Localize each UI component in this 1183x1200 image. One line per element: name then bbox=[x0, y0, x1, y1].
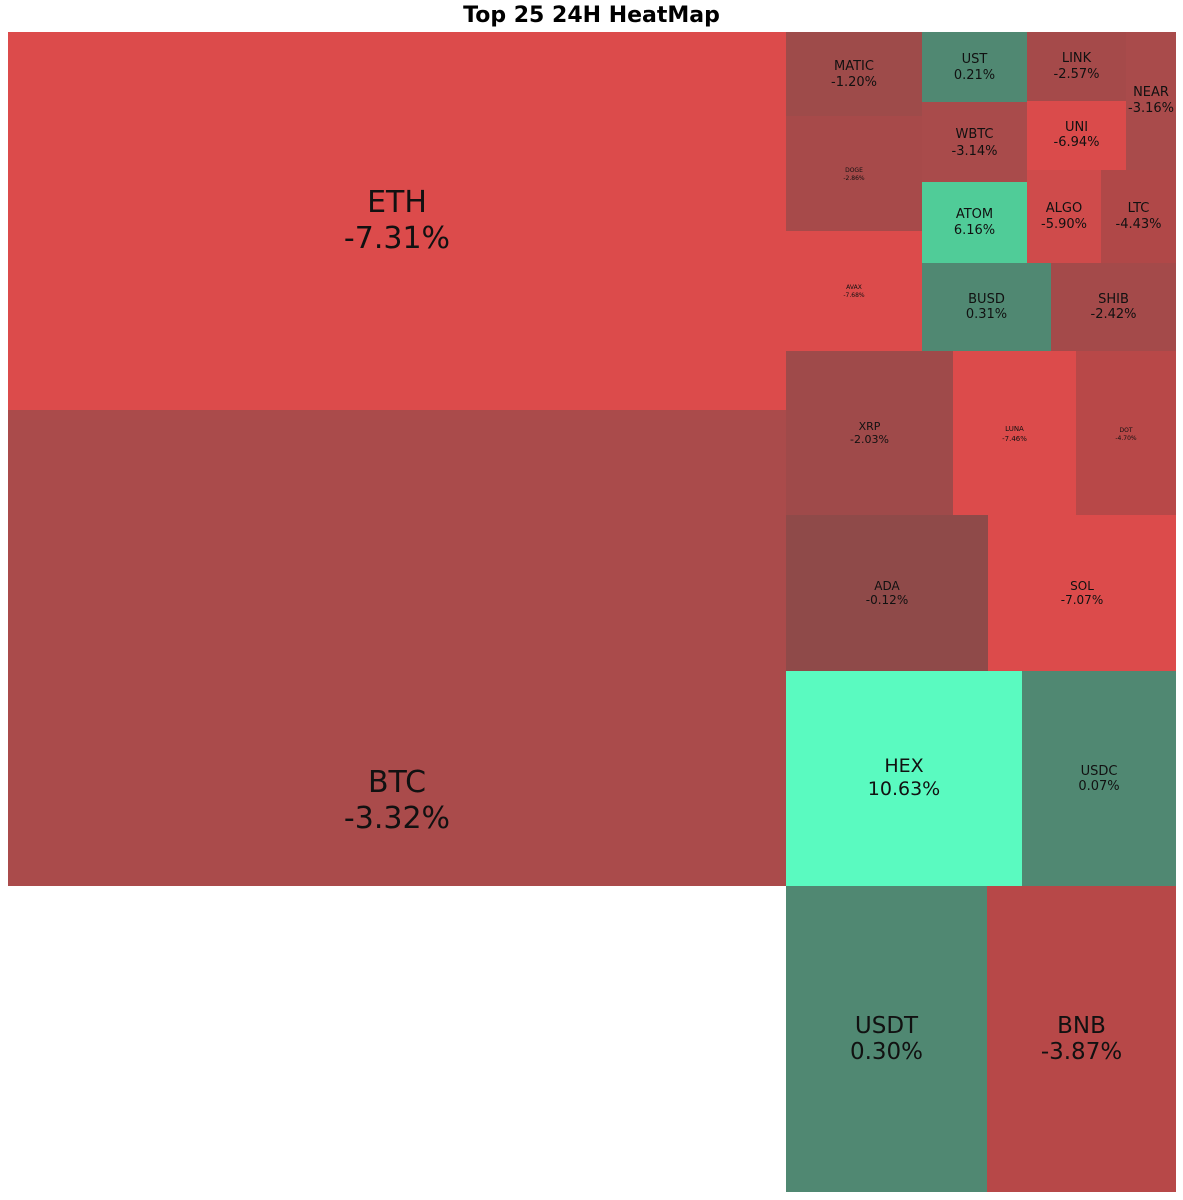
tile-matic bbox=[786, 32, 922, 116]
tile-bnb-symbol: BNB bbox=[1057, 1013, 1106, 1039]
tile-busd-change: 0.31% bbox=[966, 307, 1007, 322]
tile-ltc-change: -4.43% bbox=[1116, 217, 1162, 232]
tile-bnb bbox=[987, 886, 1176, 1192]
watermark: @CryptowhaleBot bbox=[32, 1008, 320, 1046]
tile-wbtc bbox=[922, 102, 1027, 182]
tile-sol bbox=[988, 515, 1176, 671]
tile-xrp-change: -2.03% bbox=[850, 433, 889, 446]
tile-eth-change: -7.31% bbox=[344, 221, 450, 256]
tile-ust-change: 0.21% bbox=[954, 68, 995, 83]
tile-matic-change: -1.20% bbox=[831, 75, 877, 90]
tile-ust bbox=[922, 32, 1027, 102]
tile-luna-symbol: LUNA bbox=[1005, 425, 1024, 433]
tile-xrp-symbol: XRP bbox=[859, 420, 881, 433]
tile-ltc bbox=[1101, 170, 1176, 263]
tile-luna bbox=[953, 351, 1076, 515]
tile-btc bbox=[8, 410, 786, 886]
tile-dot-change: -4.70% bbox=[1115, 435, 1137, 442]
tile-uni-change: -6.94% bbox=[1054, 135, 1100, 150]
tile-doge-symbol: DOGE bbox=[845, 167, 863, 174]
tile-usdt-change: 0.30% bbox=[850, 1039, 923, 1065]
tile-luna-change: -7.46% bbox=[1002, 435, 1027, 443]
tile-hex-symbol: HEX bbox=[884, 755, 923, 777]
tile-algo bbox=[1027, 170, 1101, 263]
tile-atom bbox=[922, 182, 1027, 263]
tile-ada-symbol: ADA bbox=[874, 579, 900, 593]
chart-title: Top 25 24H HeatMap bbox=[463, 3, 720, 28]
tile-doge bbox=[786, 116, 922, 231]
tile-shib bbox=[1051, 263, 1176, 351]
tile-usdc-symbol: USDC bbox=[1081, 764, 1118, 779]
tile-atom-change: 6.16% bbox=[954, 223, 995, 238]
tile-matic-symbol: MATIC bbox=[834, 59, 874, 74]
tile-ada bbox=[786, 515, 988, 671]
tile-near-symbol: NEAR bbox=[1133, 85, 1169, 100]
tile-atom-symbol: ATOM bbox=[956, 207, 993, 222]
tile-algo-change: -5.90% bbox=[1041, 217, 1087, 232]
tile-busd bbox=[922, 263, 1051, 351]
tile-link bbox=[1027, 32, 1126, 101]
tile-eth-symbol: ETH bbox=[367, 185, 427, 220]
tile-dot-symbol: DOT bbox=[1119, 427, 1132, 434]
tile-ada-change: -0.12% bbox=[866, 593, 908, 607]
tile-ltc-symbol: LTC bbox=[1128, 201, 1150, 216]
tile-btc-change: -3.32% bbox=[344, 801, 450, 836]
tile-usdt-symbol: USDT bbox=[855, 1013, 919, 1039]
tile-usdt bbox=[786, 886, 987, 1192]
tile-near-change: -3.16% bbox=[1128, 101, 1174, 116]
tile-shib-symbol: SHIB bbox=[1098, 292, 1129, 307]
tile-avax bbox=[786, 231, 922, 351]
tile-wbtc-change: -3.14% bbox=[952, 144, 998, 159]
tile-hex-change: 10.63% bbox=[868, 778, 940, 800]
tile-uni-symbol: UNI bbox=[1065, 120, 1088, 135]
tile-bnb-change: -3.87% bbox=[1041, 1039, 1122, 1065]
tile-ust-symbol: UST bbox=[962, 52, 988, 67]
tile-usdc-change: 0.07% bbox=[1078, 779, 1119, 794]
tile-usdc bbox=[1022, 671, 1176, 886]
tile-btc-symbol: BTC bbox=[368, 765, 426, 800]
tile-doge-change: -2.86% bbox=[843, 175, 865, 182]
tile-xrp bbox=[786, 351, 953, 515]
tile-algo-symbol: ALGO bbox=[1046, 201, 1082, 216]
tile-near bbox=[1126, 32, 1176, 170]
tile-avax-change: -7.68% bbox=[843, 292, 865, 299]
tile-shib-change: -2.42% bbox=[1091, 307, 1137, 322]
tile-sol-symbol: SOL bbox=[1070, 579, 1094, 593]
tile-hex bbox=[786, 671, 1022, 886]
tile-dot bbox=[1076, 351, 1176, 515]
tile-sol-change: -7.07% bbox=[1061, 593, 1103, 607]
tile-eth bbox=[8, 32, 786, 410]
tile-link-symbol: LINK bbox=[1062, 51, 1092, 66]
tile-uni bbox=[1027, 101, 1126, 170]
tile-wbtc-symbol: WBTC bbox=[955, 127, 993, 142]
tile-link-change: -2.57% bbox=[1054, 67, 1100, 82]
tile-avax-symbol: AVAX bbox=[846, 284, 862, 291]
tile-busd-symbol: BUSD bbox=[968, 292, 1005, 307]
